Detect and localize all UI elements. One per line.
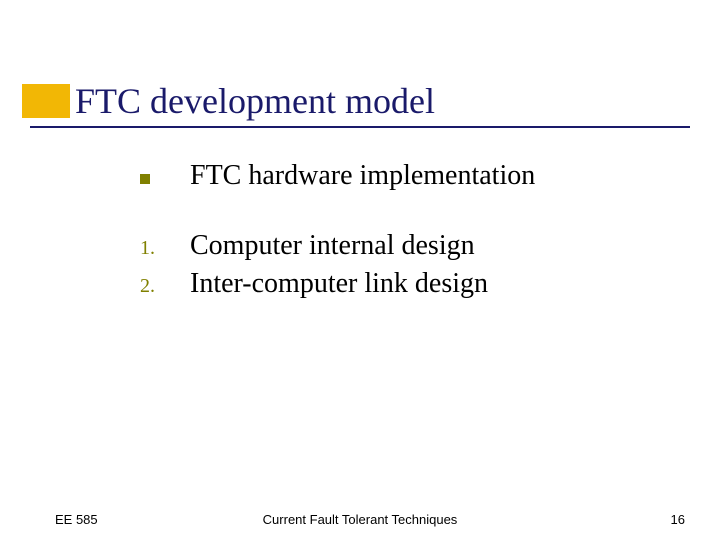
footer-center: Current Fault Tolerant Techniques (0, 512, 720, 527)
numbered-text: Inter-computer link design (190, 268, 488, 300)
item-number: 1. (140, 237, 170, 260)
square-bullet-icon (140, 174, 150, 184)
slide: FTC development model FTC hardware imple… (0, 0, 720, 540)
numbered-item: 2. Inter-computer link design (140, 268, 660, 300)
slide-title: FTC development model (75, 80, 680, 122)
accent-box (22, 84, 70, 118)
slide-body: FTC hardware implementation 1. Computer … (140, 160, 660, 306)
numbered-item: 1. Computer internal design (140, 230, 660, 262)
footer-page-number: 16 (671, 512, 685, 527)
numbered-list: 1. Computer internal design 2. Inter-com… (140, 230, 660, 300)
bullet-text: FTC hardware implementation (190, 160, 535, 192)
title-underline (30, 126, 690, 128)
title-row: FTC development model (75, 80, 680, 122)
numbered-text: Computer internal design (190, 230, 475, 262)
bullet-item: FTC hardware implementation (140, 160, 660, 192)
item-number: 2. (140, 275, 170, 298)
